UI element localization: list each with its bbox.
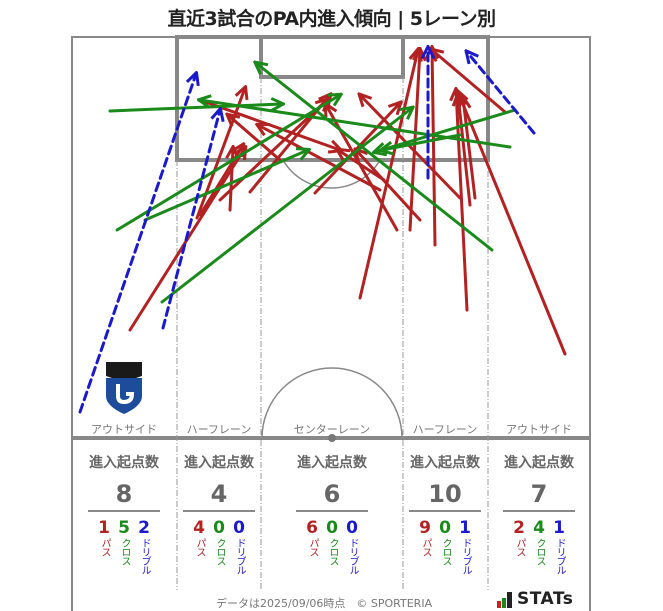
cross-arrow [382,133,462,150]
cross-arrow [375,108,517,152]
lane-label-outside-right: アウトサイド [506,423,572,436]
cross-label: クロス [327,538,338,565]
dribble-count: 1 [553,518,565,538]
lane-label-center: センターレーン [293,423,371,436]
pass-arrow [326,105,399,232]
cross-count: 0 [213,518,225,538]
chart-title: 直近3試合のPA内進入傾向 | 5レーン別 [167,8,496,30]
dribble-arrow [161,110,220,330]
lane-stat-halfspace-right: 進入起点数 10 9 パス 0 クロス 1 ドリブル [405,452,485,574]
dribble-count: 1 [459,518,471,538]
pass-count: 9 [419,518,431,538]
stats-logo: STATs [497,590,573,608]
cross-count: 4 [533,518,545,538]
stat-total: 6 [323,480,341,508]
pass-label: パス [307,538,318,556]
pass-arrow [338,150,386,182]
pass-arrow [360,95,462,200]
cross-arrow [200,100,512,149]
pass-count: 1 [98,518,110,538]
pass-label: パス [420,538,431,556]
stats-bar-icon [497,592,512,608]
pass-arrow [458,92,567,356]
stat-header: 進入起点数 [410,455,480,471]
cross-label: クロス [214,538,225,565]
pass-label: パス [99,538,110,556]
lane-stat-halfspace-left: 進入起点数 4 4 パス 0 クロス 0 ドリブル [180,452,258,574]
stat-total: 10 [428,480,462,508]
lane-label-halfspace-right: ハーフレーン [412,423,478,436]
pass-arrow [458,95,472,207]
pass-arrow [432,50,507,114]
lane-label-halfspace-left: ハーフレーン [186,423,252,436]
stat-header: 進入起点数 [504,455,574,471]
pass-arrow [230,148,233,212]
dribble-count: 2 [138,518,150,538]
stat-header: 進入起点数 [184,455,254,471]
cross-arrow [256,63,494,252]
stat-total: 7 [530,480,548,508]
stat-header: 進入起点数 [297,455,367,471]
dribble-label: ドリブル [554,538,565,574]
pass-count: 2 [513,518,525,538]
pass-arrow [432,48,435,247]
cross-arrow [143,150,308,222]
pass-count: 6 [306,518,318,538]
dribble-label: ドリブル [139,538,150,574]
cross-count: 5 [118,518,130,538]
dribble-count: 0 [233,518,245,538]
lane-stat-center: 進入起点数 6 6 パス 0 クロス 0 ドリブル [264,452,400,574]
pass-label: パス [514,538,525,556]
cross-label: クロス [119,538,130,565]
pass-arrow [358,50,418,300]
stats-logo-text: STATs [517,589,574,609]
dribble-label: ドリブル [234,538,245,574]
pass-arrow [258,125,382,192]
pass-arrow [228,115,282,162]
cross-arrow [115,95,340,232]
cross-label: クロス [534,538,545,565]
pass-label: パス [194,538,205,556]
cross-count: 0 [439,518,451,538]
pass-arrow [463,98,477,200]
dribble-label: ドリブル [460,538,471,574]
lane-stat-outside-left: 進入起点数 8 1 パス 5 クロス 2 ドリブル [78,452,170,574]
stat-header: 進入起点数 [89,455,159,471]
cross-count: 0 [326,518,338,538]
dribble-arrow [467,52,536,135]
team-crest-icon [106,362,142,414]
cross-arrow [160,108,412,304]
stat-total: 8 [115,480,133,508]
lane-label-outside-left: アウトサイド [91,423,157,436]
cross-label: クロス [440,538,451,565]
pass-count: 4 [193,518,205,538]
stat-total: 4 [210,480,228,508]
lane-stat-outside-right: 進入起点数 7 2 パス 4 クロス 1 ドリブル [492,452,586,574]
data-date-credit: データは2025/09/06時点 © SPORTERIA [216,597,433,610]
dribble-count: 0 [346,518,358,538]
dribble-label: ドリブル [347,538,358,574]
pass-arrow [356,150,422,222]
pass-arrow [195,88,245,220]
dribble-arrow [78,74,196,414]
